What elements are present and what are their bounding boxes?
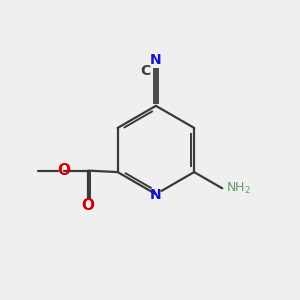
Text: O: O bbox=[82, 198, 95, 213]
Text: NH$_2$: NH$_2$ bbox=[226, 181, 251, 196]
Text: C: C bbox=[140, 64, 151, 78]
Text: N: N bbox=[150, 188, 162, 202]
Text: N: N bbox=[150, 52, 162, 67]
Text: O: O bbox=[58, 163, 70, 178]
